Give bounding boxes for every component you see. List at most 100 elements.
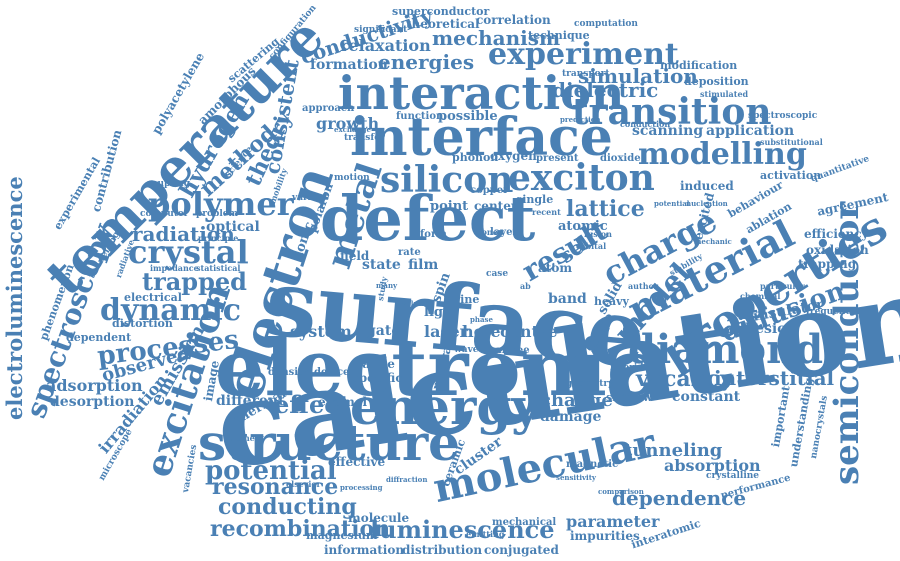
- word-simulation: simulation: [578, 64, 698, 88]
- word-application: application: [706, 123, 795, 139]
- word-approach: approach: [302, 103, 355, 114]
- word-motion: motion: [334, 173, 370, 183]
- word-energies: energies: [378, 50, 475, 74]
- word-dynamic: dynamic: [100, 293, 242, 328]
- word-adsorption: adsorption: [46, 376, 143, 395]
- word-device: device: [314, 367, 350, 378]
- word-molecule: molecule: [348, 511, 410, 525]
- word-phonon: phonon: [452, 151, 499, 164]
- word-enamel: enamel: [318, 395, 368, 409]
- word-diffraction: diffraction: [386, 475, 428, 484]
- word-adhesion: adhesion: [726, 321, 797, 337]
- word-trapped: trapped: [142, 267, 247, 296]
- word-vacancy: vacancy: [636, 366, 733, 392]
- word-system: system: [290, 322, 352, 341]
- word-spectroscopic: spectroscopic: [748, 111, 818, 121]
- word-statistical: statistical: [196, 263, 241, 273]
- word-density: density: [268, 367, 309, 378]
- word-specific: specific: [352, 371, 403, 385]
- word-centre: centre: [500, 322, 558, 341]
- word-state: state: [362, 257, 401, 273]
- word-principle: principle: [198, 233, 239, 243]
- word-author: author: [628, 281, 659, 291]
- word-energy: energy: [350, 377, 541, 436]
- word-experiment: experiment: [488, 37, 679, 72]
- word-distortion: distortion: [112, 317, 173, 330]
- word-elsevier: elsevier: [286, 479, 321, 489]
- word-form: form: [420, 229, 447, 240]
- word-atom: atom: [538, 261, 573, 275]
- word-crystalline: crystalline: [706, 471, 760, 481]
- word-information: information: [324, 543, 405, 557]
- word-magnetic: magnetic: [566, 459, 619, 470]
- word-processing: processing: [340, 483, 383, 492]
- word-trapping: trapping: [798, 257, 857, 271]
- word-defect: defect: [320, 182, 536, 255]
- word-modification: modification: [660, 59, 738, 72]
- word-mechanism: mechanism: [432, 26, 561, 50]
- word-polymer: polymer: [148, 185, 294, 223]
- word-hole: hole: [462, 322, 501, 341]
- word-deposition: deposition: [684, 75, 749, 88]
- word-function: function: [396, 111, 444, 122]
- word-transition: transition: [572, 91, 772, 133]
- word-fluoride: fluoride: [610, 363, 650, 373]
- word-present: present: [536, 153, 579, 164]
- word-various: various: [292, 193, 329, 203]
- word-dependent: dependent: [66, 331, 132, 344]
- word-field: field: [340, 249, 370, 263]
- word-scanning: scanning: [632, 123, 704, 139]
- word-damage: damage: [540, 409, 602, 425]
- word-radiation: radiation: [132, 222, 235, 246]
- word-effect: effect: [274, 390, 350, 419]
- word-conjugated: conjugated: [484, 543, 559, 557]
- word-modelling: modelling: [638, 137, 807, 172]
- word-substitutional: substitutional: [760, 137, 823, 147]
- word-frequency: frequency: [806, 307, 857, 317]
- word-theoretical: theoretical: [406, 17, 480, 31]
- word-volume: volume: [402, 299, 431, 308]
- word-dielectric: dielectric: [552, 78, 659, 102]
- word-electronic: electronic: [215, 323, 655, 414]
- word-dependence: dependence: [612, 486, 747, 510]
- word-diamond: diamond: [628, 326, 824, 373]
- word-conduction: conduction: [620, 119, 671, 129]
- word-oxygen: oxygen: [490, 149, 537, 163]
- word-ab: ab: [520, 281, 531, 291]
- word-conducting: conducting: [218, 494, 357, 520]
- word-computer: computer: [140, 209, 189, 219]
- word-fusion: fusion: [584, 229, 612, 239]
- word-computation: computation: [574, 19, 638, 29]
- word-constant: constant: [672, 389, 741, 405]
- word-possible: possible: [438, 109, 498, 124]
- word-induced: induced: [680, 179, 734, 193]
- word-correlation: correlation: [476, 13, 551, 27]
- word-problem: problem: [196, 209, 238, 219]
- word-significant: significant: [354, 25, 408, 35]
- word-oxidation: oxidation: [806, 243, 869, 257]
- word-exchange: exchange: [334, 125, 371, 134]
- word-copper: copper: [470, 185, 509, 196]
- word-efficiency: efficiency: [804, 227, 869, 241]
- word-activation: activation: [760, 169, 822, 182]
- word-tunneling: tunneling: [624, 440, 723, 461]
- word-nucleation: nucleation: [686, 199, 728, 208]
- word-dioxide: dioxide: [600, 153, 641, 164]
- word-chemical: chemical: [740, 291, 781, 301]
- word-comparison: comparison: [598, 487, 644, 496]
- word-growth: growth: [316, 114, 380, 133]
- word-parameter: parameter: [566, 512, 660, 531]
- word-wave: wave: [454, 345, 479, 355]
- word-effective: effective: [328, 455, 386, 469]
- word-change: change: [540, 390, 613, 411]
- word-stimulated: stimulated: [700, 89, 749, 99]
- word-range: range: [356, 357, 395, 371]
- word-hartree: hartree: [488, 345, 530, 356]
- word-absorption: absorption: [664, 456, 761, 475]
- word-interstitial: interstitial: [714, 366, 835, 390]
- word-prediction: prediction: [560, 115, 601, 124]
- word-emitting: emitting: [466, 529, 505, 539]
- word-technique: technique: [528, 29, 590, 42]
- word-recombination: recombination: [210, 516, 391, 542]
